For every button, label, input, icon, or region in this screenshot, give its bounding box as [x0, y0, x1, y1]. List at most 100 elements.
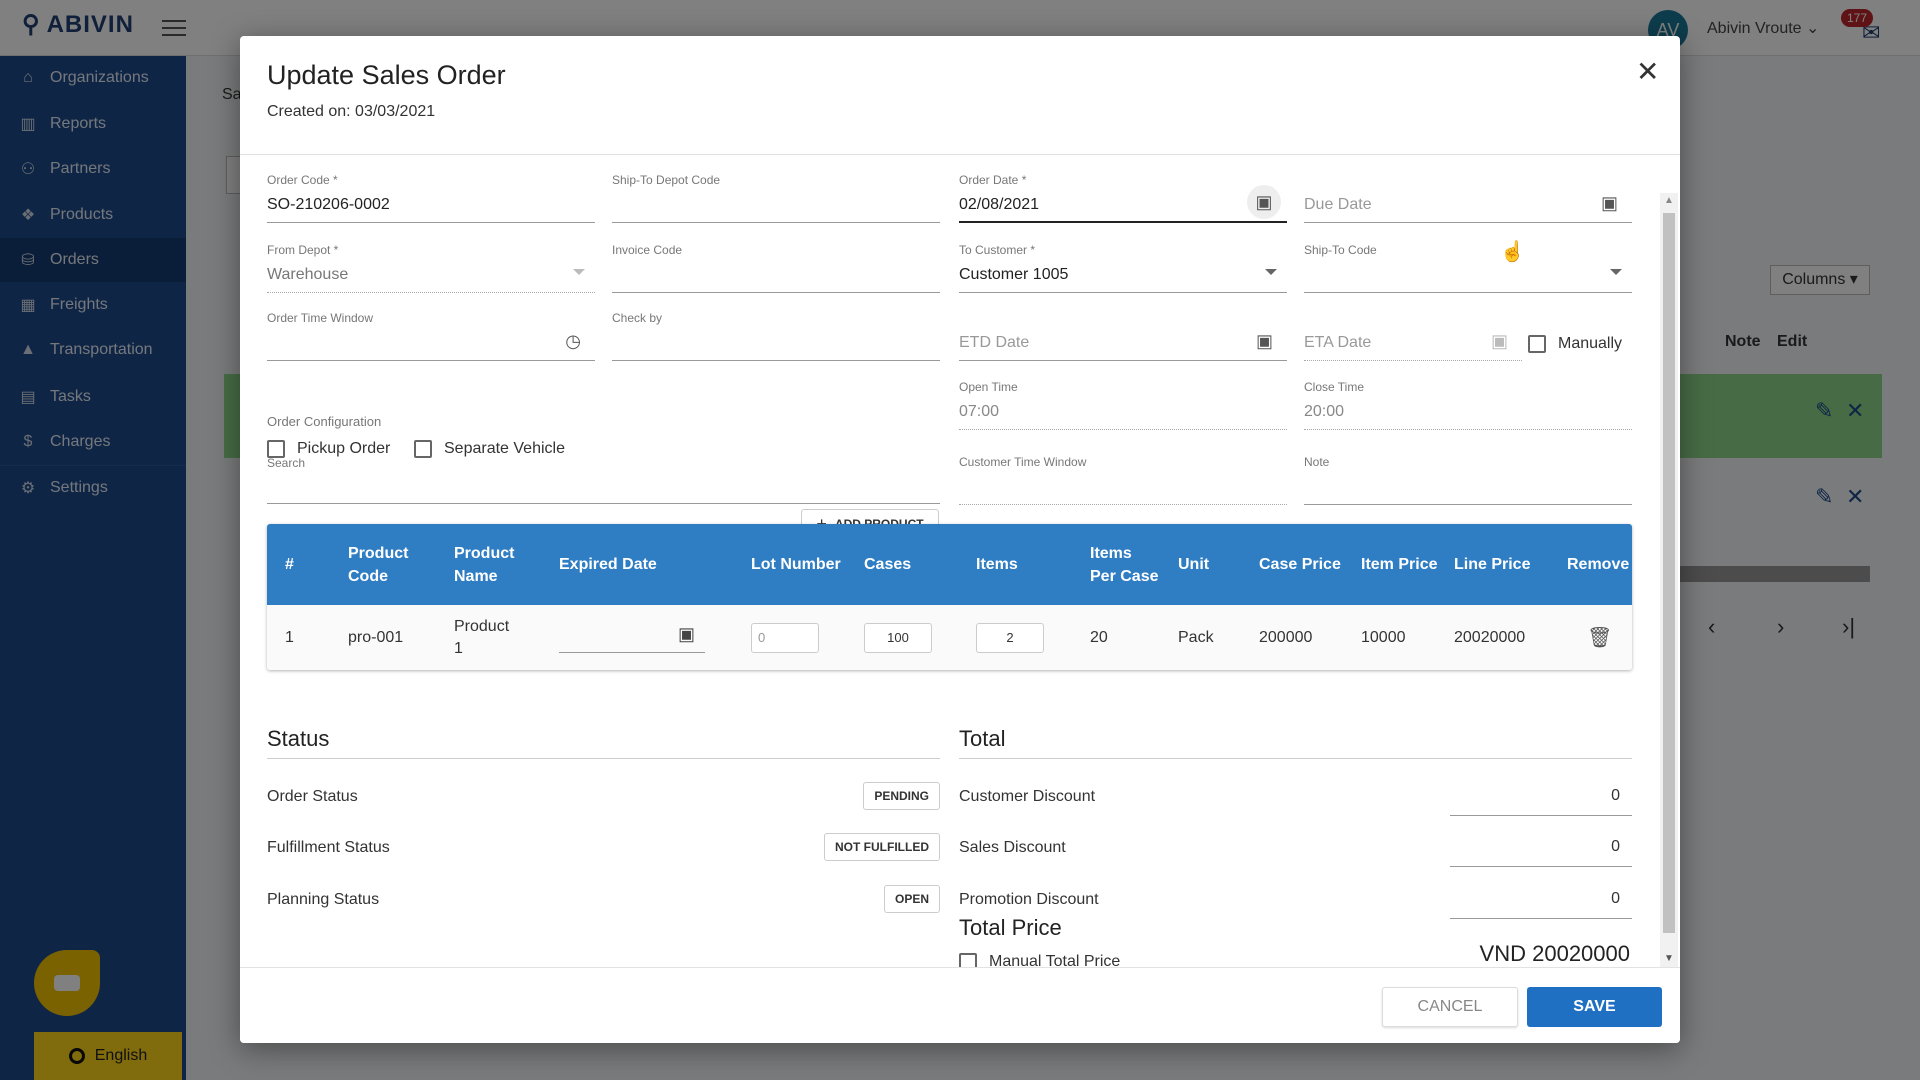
order-date-field[interactable]: Order Date * 02/08/2021 ▣ — [959, 173, 1287, 223]
field-value: 02/08/2021 — [959, 196, 1040, 213]
manual-total-price-checkbox[interactable]: Manual Total Price — [959, 953, 1120, 967]
calendar-icon[interactable]: ▣ — [677, 623, 695, 644]
sidebar-item-tasks[interactable]: ▤ Tasks — [0, 375, 186, 419]
line-price: 20020000 — [1446, 605, 1567, 670]
cancel-button[interactable]: CANCEL — [1382, 987, 1518, 1027]
hand-dollar-icon: $ — [23, 433, 33, 450]
customer-discount-input[interactable]: 0 — [1450, 780, 1632, 816]
sidebar-item-label: Orders — [50, 251, 99, 268]
users-icon: ⚇ — [20, 161, 36, 178]
language-selector[interactable]: English — [34, 1032, 182, 1080]
order-configuration-label: Order Configuration — [267, 414, 382, 429]
order-status-row: Order Status PENDING — [267, 782, 940, 810]
close-icon[interactable]: ✕ — [1636, 56, 1660, 87]
sidebar-item-reports[interactable]: ▥ Reports — [0, 102, 186, 146]
lot-number-input[interactable]: 0 — [751, 622, 819, 653]
order-code-field[interactable]: Order Code * SO-210206-0002 — [267, 173, 595, 223]
eta-date-field[interactable]: ETA Date ▣ — [1304, 311, 1522, 361]
check-by-field[interactable]: Check by — [612, 311, 940, 361]
home-icon: ⌂ — [23, 69, 33, 86]
col-header: Item Price — [1353, 524, 1446, 605]
abivin-logo[interactable]: ⚲ ABIVIN — [22, 10, 134, 39]
expired-date-input[interactable]: ▣ — [559, 623, 705, 653]
calendar-icon[interactable]: ▣ — [1247, 185, 1281, 219]
last-page-icon[interactable]: ›| — [1842, 614, 1856, 639]
col-header: # — [267, 524, 340, 605]
ship-to-depot-code-field[interactable]: Ship-To Depot Code — [612, 173, 940, 223]
boxes-icon: ❖ — [20, 207, 36, 224]
sidebar-item-products[interactable]: ❖ Products — [0, 193, 186, 237]
pencil-icon[interactable]: ✎ — [1815, 398, 1834, 423]
vertical-scrollbar[interactable]: ▲ ▼ — [1660, 193, 1678, 967]
from-depot-select[interactable]: From Depot * Warehouse — [267, 243, 595, 293]
trash-icon[interactable]: 🗑 — [1567, 605, 1632, 670]
pencil-icon[interactable]: ✎ — [1815, 484, 1834, 509]
lot-number-cell: 0 — [743, 605, 856, 670]
sidebar-item-partners[interactable]: ⚇ Partners — [0, 147, 186, 191]
orders-icon: ⛁ — [21, 252, 35, 269]
sidebar-item-freights[interactable]: ▦ Freights — [0, 283, 186, 327]
field-label: To Customer * — [959, 243, 1036, 257]
pickup-order-checkbox[interactable]: Pickup Order — [267, 440, 390, 458]
product-search-field[interactable]: Search — [267, 456, 940, 504]
sidebar-item-orders[interactable]: ⛁ Orders — [0, 238, 186, 282]
cases-input[interactable]: 100 — [864, 622, 932, 653]
due-date-field[interactable]: Due Date ▣ — [1304, 173, 1632, 223]
status-badge: NOT FULFILLED — [824, 833, 940, 861]
sidebar-item-label: Charges — [50, 433, 111, 450]
calendar-icon[interactable]: ▣ — [1600, 193, 1618, 213]
close-time-field[interactable]: Close Time 20:00 — [1304, 380, 1632, 430]
checkbox-label: Pickup Order — [297, 440, 391, 457]
col-header: Items Per Case — [1082, 524, 1170, 605]
sidebar-item-charges[interactable]: $ Charges — [0, 420, 186, 464]
separate-vehicle-checkbox[interactable]: Separate Vehicle — [414, 440, 565, 458]
chat-button[interactable] — [34, 950, 100, 1016]
user-menu[interactable]: Abivin Vroute ⌄ — [1707, 18, 1819, 38]
sidebar-item-settings[interactable]: ⚙ Settings — [0, 465, 186, 509]
scroll-down-icon[interactable]: ▼ — [1664, 953, 1674, 964]
col-header: Product Name — [446, 524, 551, 605]
customer-time-window-field[interactable]: Customer Time Window — [959, 455, 1287, 505]
promotion-discount-input[interactable]: 0 — [1450, 883, 1632, 919]
close-icon[interactable]: ✕ — [1846, 484, 1865, 509]
scrollbar-thumb[interactable] — [1663, 213, 1675, 933]
sidebar-item-label: Products — [50, 206, 114, 223]
sidebar-item-organizations[interactable]: ⌂ Organizations — [0, 56, 186, 100]
prev-page-icon[interactable]: ‹ — [1708, 614, 1716, 639]
sidebar-item-label: Settings — [50, 478, 108, 496]
promotion-discount-row: Promotion Discount 0 — [959, 890, 1632, 919]
scroll-up-icon[interactable]: ▲ — [1664, 195, 1674, 206]
field-label: From Depot * — [267, 243, 339, 257]
to-customer-select[interactable]: To Customer * Customer 1005 — [959, 243, 1287, 293]
sidebar-item-transportation[interactable]: ▲ Transportation — [0, 328, 186, 372]
invoice-code-field[interactable]: Invoice Code — [612, 243, 940, 293]
order-time-window-field[interactable]: Order Time Window ◷ — [267, 311, 595, 361]
calendar-icon[interactable]: ▣ — [1255, 331, 1273, 351]
ship-to-code-select[interactable]: Ship-To Code — [1304, 243, 1632, 293]
save-button[interactable]: SAVE — [1527, 987, 1662, 1027]
menu-toggle-icon[interactable] — [162, 20, 186, 36]
dialog-content: Order Code * SO-210206-0002 Ship-To Depot… — [240, 155, 1680, 967]
close-icon[interactable]: ✕ — [1846, 398, 1865, 423]
items-input[interactable]: 2 — [976, 622, 1044, 653]
field-value: Warehouse — [267, 266, 349, 283]
col-header: Lot Number — [743, 524, 856, 605]
items-cell: 2 — [968, 605, 1082, 670]
item-price: 10000 — [1353, 605, 1446, 670]
columns-button[interactable]: Columns ▾ — [1770, 265, 1870, 295]
status-heading: Status — [267, 726, 940, 759]
checkbox-label: Separate Vehicle — [444, 440, 565, 457]
open-time-field[interactable]: Open Time 07:00 — [959, 380, 1287, 430]
field-placeholder: ETA Date — [1304, 334, 1372, 351]
field-label: Invoice Code — [612, 243, 683, 257]
clock-icon[interactable]: ◷ — [565, 331, 581, 351]
manually-checkbox[interactable]: Manually — [1528, 335, 1622, 353]
etd-date-field[interactable]: ETD Date ▣ — [959, 311, 1287, 361]
bg-horizontal-scrollbar[interactable] — [1680, 566, 1870, 582]
note-field[interactable]: Note — [1304, 455, 1632, 505]
product-code: pro-001 — [340, 605, 446, 670]
field-label: Check by — [612, 311, 663, 325]
next-page-icon[interactable]: › — [1777, 614, 1785, 639]
language-icon — [68, 1048, 85, 1064]
sales-discount-input[interactable]: 0 — [1450, 831, 1632, 867]
